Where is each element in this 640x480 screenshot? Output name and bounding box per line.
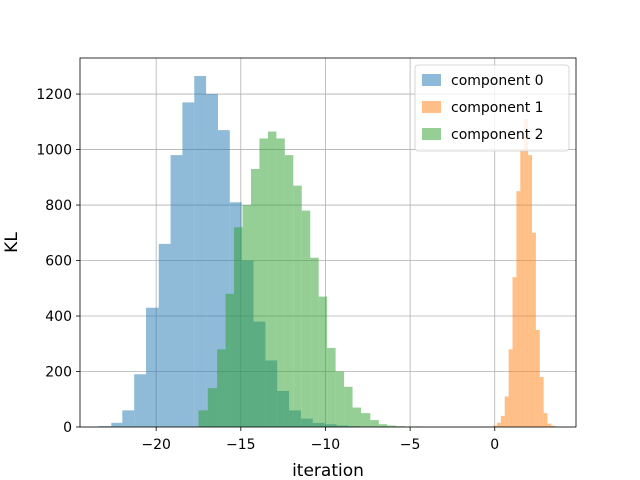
histogram-bar [111,422,123,427]
histogram-bar [539,377,544,427]
x-tick-label: −20 [141,437,171,453]
histogram-bar [520,149,525,427]
legend-swatch [422,101,441,113]
x-tick-label: −5 [400,437,421,453]
histogram-bar [194,76,207,427]
legend: component 0 component 1 component 2 [414,64,570,152]
x-tick-label: −10 [311,437,341,453]
histogram-bar [395,426,406,427]
y-tick-label: 1200 [36,87,72,103]
histogram-bar [98,426,112,427]
histogram-bar [310,257,319,427]
histogram-bar [361,413,371,427]
legend-label: component 1 [451,100,544,116]
legend-label: component 2 [451,127,544,143]
x-tick-label: −15 [226,437,256,453]
legend-swatch [422,74,441,86]
histogram-bar [528,155,532,427]
histogram-bar [158,243,171,427]
histogram-bar [207,388,218,427]
histogram-bar [500,415,505,427]
histogram-bar [512,277,517,427]
histogram-bar [146,307,159,427]
histogram-bar [217,130,230,427]
histogram-bar [293,185,302,427]
y-tick-label: 600 [45,254,72,270]
histogram-bar [327,347,336,427]
histogram-bars [98,76,556,427]
histogram-bar [225,293,235,427]
x-tick-label: 0 [490,437,499,453]
histogram-bar [250,168,260,427]
histogram-bar [206,94,218,427]
histogram-bar [493,425,497,427]
histogram-bar [284,155,294,427]
histogram-bar [387,425,396,427]
histogram-bar [496,422,501,427]
series-2-bars [198,131,422,427]
histogram-bar [344,386,353,427]
histogram-bar [547,423,552,427]
series-1-bars [493,119,556,427]
histogram-bar [524,119,529,427]
y-tick-label: 800 [45,198,72,214]
legend-box [414,64,570,152]
histogram-bar [301,210,311,427]
histogram-bar [267,131,277,427]
plot-frame [79,57,577,428]
histogram-bar [543,413,548,427]
histogram-bar [170,155,183,427]
histogram-bar [352,407,362,427]
histogram-bar [259,138,268,427]
y-tick-label: 0 [63,420,72,436]
histogram-bar [535,329,540,427]
axis-ticks: −20 −15 −10 −5 0 0 200 400 600 800 1000 1200 [36,87,499,453]
y-axis-label: KL [2,232,22,253]
histogram-bar [198,410,208,427]
histogram-bar [234,227,243,427]
histogram-bar [531,232,536,427]
x-axis-label: iteration [292,461,364,480]
histogram-bar [551,425,556,427]
histogram-bar [134,374,147,427]
histogram-bar [122,410,135,427]
histogram-bar [335,371,345,427]
histogram-bar [318,296,328,427]
histogram-bar [516,191,521,427]
histogram-bar [508,349,513,427]
y-tick-label: 400 [45,309,72,325]
y-tick-label: 200 [45,365,72,381]
legend-label: component 0 [451,73,544,89]
histogram-bar [217,349,226,427]
histogram-bar [182,102,195,427]
histogram-bar [378,424,388,427]
histogram-bar [276,138,285,427]
y-tick-label: 1000 [36,143,72,159]
histogram-bar [504,396,509,427]
histogram-bar [370,420,379,427]
histogram-bar [242,205,251,427]
legend-swatch [422,128,441,140]
